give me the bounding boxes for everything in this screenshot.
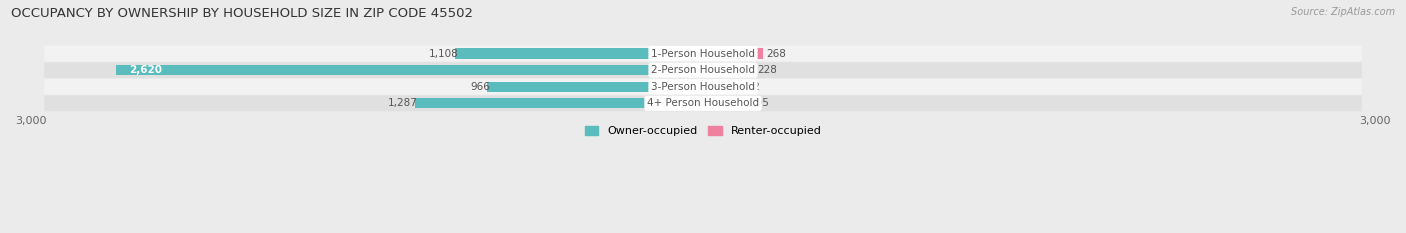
Bar bbox=[703, 98, 747, 109]
Bar bbox=[486, 82, 703, 92]
Text: 152: 152 bbox=[741, 82, 761, 92]
Text: 4+ Person Household: 4+ Person Household bbox=[647, 98, 759, 108]
Text: 966: 966 bbox=[470, 82, 489, 92]
Text: 2,620: 2,620 bbox=[129, 65, 162, 75]
Bar bbox=[703, 82, 737, 92]
Text: 1,287: 1,287 bbox=[388, 98, 418, 108]
FancyBboxPatch shape bbox=[44, 46, 1362, 62]
Text: 195: 195 bbox=[749, 98, 770, 108]
Text: 268: 268 bbox=[766, 49, 786, 58]
Text: 1,108: 1,108 bbox=[429, 49, 458, 58]
FancyBboxPatch shape bbox=[44, 62, 1362, 78]
Bar bbox=[703, 48, 763, 59]
Text: OCCUPANCY BY OWNERSHIP BY HOUSEHOLD SIZE IN ZIP CODE 45502: OCCUPANCY BY OWNERSHIP BY HOUSEHOLD SIZE… bbox=[11, 7, 474, 20]
Bar bbox=[415, 98, 703, 109]
Text: 1-Person Household: 1-Person Household bbox=[651, 49, 755, 58]
FancyBboxPatch shape bbox=[44, 79, 1362, 95]
Text: 3-Person Household: 3-Person Household bbox=[651, 82, 755, 92]
Bar bbox=[115, 65, 703, 75]
Bar bbox=[454, 48, 703, 59]
Legend: Owner-occupied, Renter-occupied: Owner-occupied, Renter-occupied bbox=[581, 121, 825, 140]
Bar bbox=[703, 65, 754, 75]
FancyBboxPatch shape bbox=[44, 95, 1362, 111]
Text: Source: ZipAtlas.com: Source: ZipAtlas.com bbox=[1291, 7, 1395, 17]
Text: 2-Person Household: 2-Person Household bbox=[651, 65, 755, 75]
Text: 228: 228 bbox=[758, 65, 778, 75]
